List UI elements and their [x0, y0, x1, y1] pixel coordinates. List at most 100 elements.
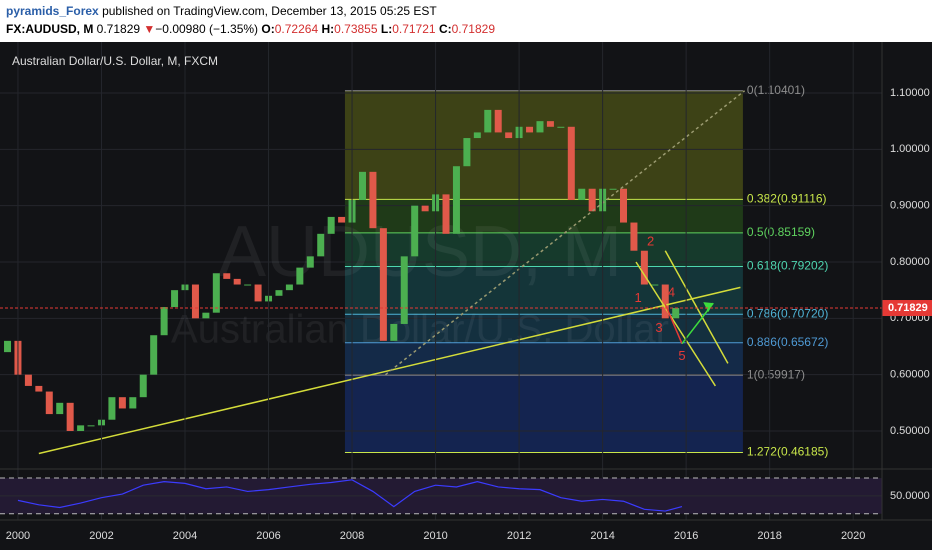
candle	[588, 188, 596, 212]
x-tick-label: 2008	[340, 530, 364, 542]
y-tick-label: 1.00000	[890, 143, 930, 155]
x-tick-label: 2006	[256, 530, 280, 542]
candle	[244, 284, 252, 286]
candle	[66, 402, 74, 431]
candle	[118, 397, 126, 409]
candle	[546, 121, 554, 127]
candle	[651, 284, 659, 286]
candle	[390, 323, 398, 341]
candle	[672, 308, 680, 319]
y-tick-label: 0.50000	[890, 425, 930, 437]
candle	[484, 109, 492, 133]
ohlc-value: 0.71721	[392, 22, 436, 36]
symbol: FX:AUDUSD, M	[6, 22, 94, 36]
chart: AUDUSD, M Australian Dollar/U.S. Dollar 0(…	[0, 42, 932, 550]
ohlc-key: C:	[438, 22, 452, 36]
candle	[578, 188, 586, 201]
y-tick-label: 0.60000	[890, 369, 930, 381]
fib-label: 0(1.10401)	[747, 83, 805, 97]
candle	[191, 284, 199, 319]
change: −0.00980 (−1.35%)	[155, 22, 259, 36]
fib-label: 0.786(0.70720)	[747, 306, 828, 320]
x-tick-label: 2020	[841, 530, 865, 542]
y-tick-label: 1.10000	[890, 87, 930, 99]
fib-label: 0.886(0.65672)	[747, 335, 828, 349]
candle	[129, 397, 137, 409]
candle	[640, 250, 648, 285]
candle	[77, 425, 85, 431]
candle	[327, 216, 335, 234]
x-tick-label: 2012	[507, 530, 531, 542]
candle	[473, 132, 481, 139]
trend-line	[635, 261, 717, 387]
fib-label: 0.382(0.91116)	[747, 192, 827, 206]
candle	[494, 109, 502, 133]
arrow-head	[703, 302, 714, 313]
fib-band	[344, 342, 743, 376]
candle	[463, 138, 471, 167]
candle	[275, 290, 283, 296]
x-tick-label: 2010	[423, 530, 447, 542]
y-tick-label: 0.80000	[890, 256, 930, 268]
last-price-label: 0.71829	[888, 302, 928, 314]
fib-label: 1(0.59917)	[747, 367, 805, 381]
candle	[139, 374, 147, 398]
candle	[536, 121, 544, 133]
candle	[369, 171, 377, 229]
candle	[87, 425, 95, 427]
x-tick-label: 2002	[89, 530, 113, 542]
candle	[202, 312, 210, 319]
watermark: AUDUSD, M	[218, 212, 622, 292]
candle	[4, 340, 12, 353]
watermark: Australian Dollar/U.S. Dollar	[171, 308, 669, 352]
candle	[24, 374, 32, 386]
candle	[400, 256, 408, 324]
x-tick-label: 2000	[6, 530, 30, 542]
candle	[108, 397, 116, 420]
publish-line: pyramids_Forex published on TradingView.…	[6, 2, 926, 20]
x-tick-label: 2018	[757, 530, 781, 542]
ohlc-value: 0.73855	[334, 22, 378, 36]
candle	[421, 205, 429, 212]
published: published on TradingView.com, December 1…	[102, 4, 437, 18]
candle	[379, 228, 387, 341]
ohlc-value: 0.72264	[274, 22, 319, 36]
candle	[557, 126, 565, 128]
candle	[317, 233, 325, 257]
fib-band	[344, 90, 743, 200]
fib-label: 0.5(0.85159)	[747, 225, 815, 239]
down-arrow: ▼	[143, 22, 156, 36]
x-tick-label: 2016	[674, 530, 698, 542]
candle	[223, 273, 231, 279]
rsi-line	[17, 479, 683, 512]
fib-band	[344, 375, 743, 453]
last-price-tag	[882, 300, 932, 317]
trend-line	[384, 90, 746, 376]
trend-line	[664, 303, 683, 344]
plot: AUDUSD, M Australian Dollar/U.S. Dollar 0(…	[0, 83, 882, 459]
fib-label: 1.272(0.46185)	[747, 445, 828, 459]
candle	[160, 307, 168, 336]
candle	[442, 194, 450, 234]
candle	[358, 171, 366, 201]
wave-label: 3	[655, 320, 662, 335]
trend-line	[664, 250, 729, 364]
candle	[338, 216, 346, 223]
ohlc-key: L:	[380, 22, 393, 36]
candle	[233, 278, 241, 285]
fib-label: 0.618(0.79202)	[747, 259, 828, 273]
candle	[56, 402, 64, 415]
rsi-tick-label: 50.0000	[890, 490, 930, 502]
candle	[150, 335, 158, 375]
candle	[296, 267, 304, 285]
candle	[526, 126, 534, 133]
trend-line	[38, 286, 741, 455]
candle	[306, 256, 314, 268]
fib-band	[344, 314, 743, 343]
candle	[45, 391, 53, 415]
header: pyramids_Forex published on TradingView.…	[0, 0, 932, 42]
wave-label: 4	[668, 284, 675, 299]
candle	[661, 284, 669, 319]
publisher[interactable]: pyramids_Forex	[6, 4, 99, 18]
candle	[212, 273, 220, 313]
